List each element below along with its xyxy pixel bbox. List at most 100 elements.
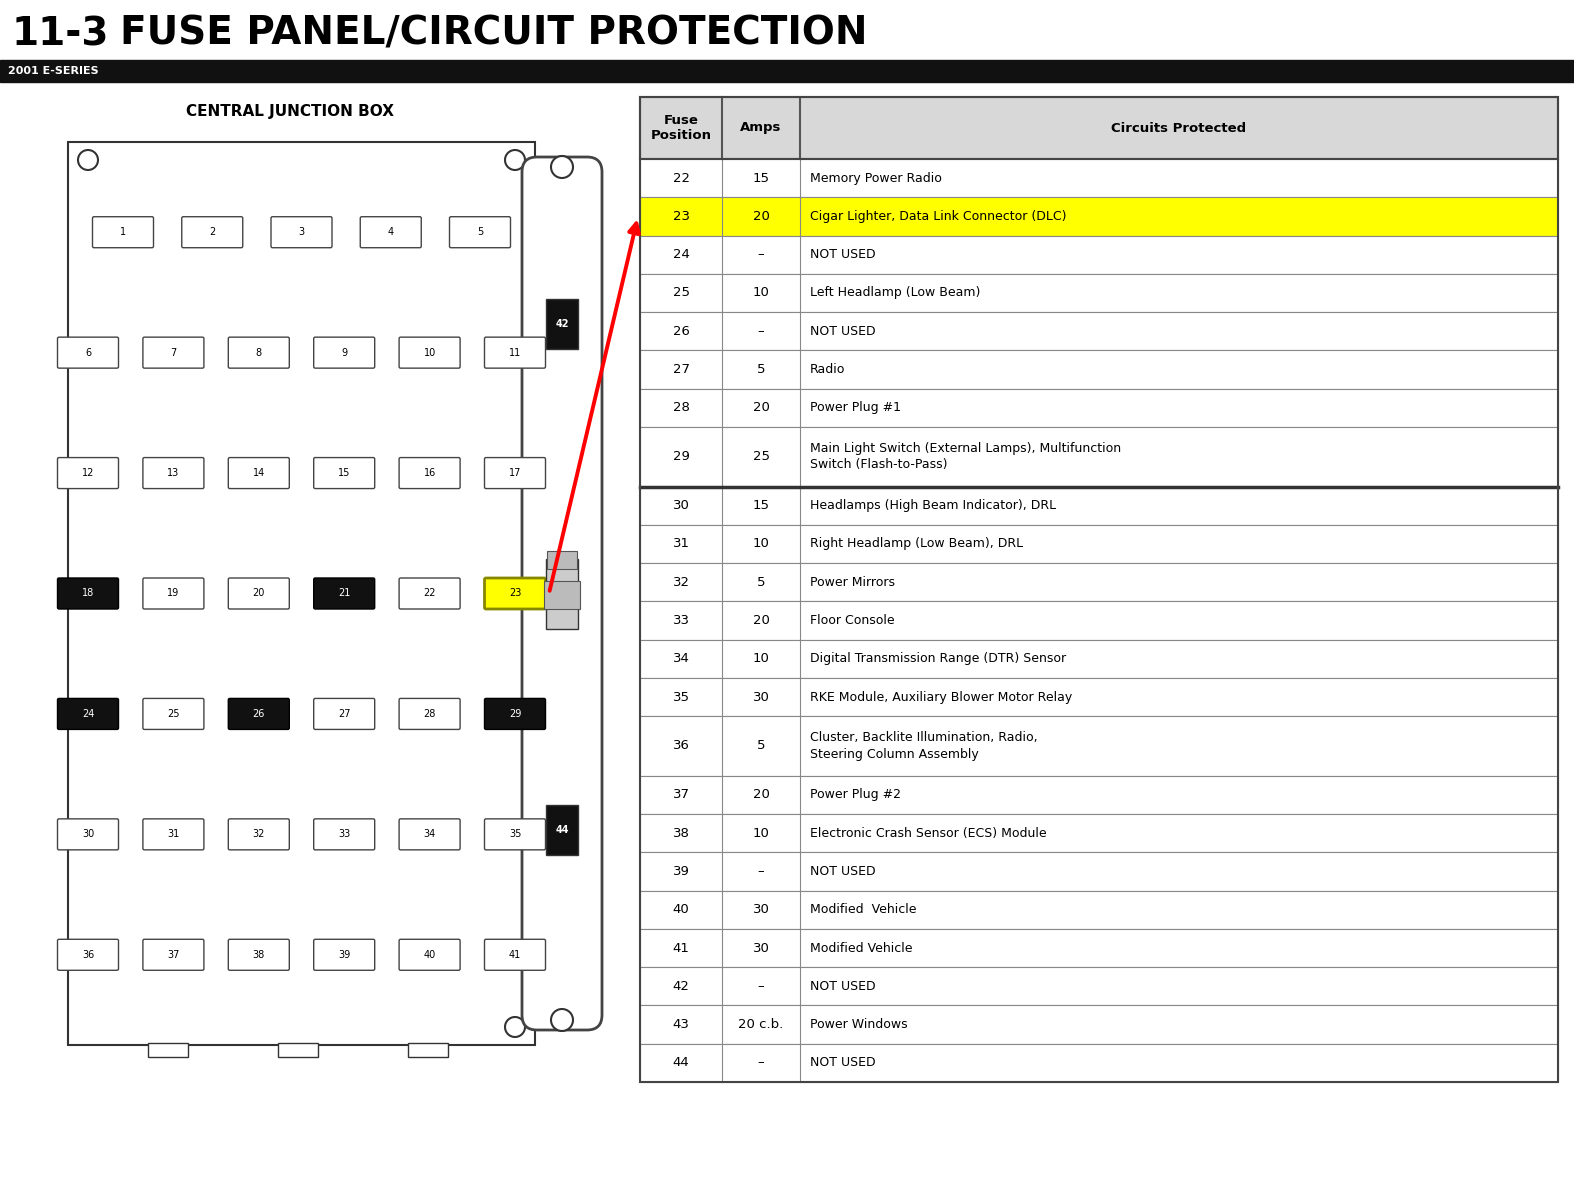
- Text: Main Light Switch (External Lamps), Multifunction
Switch (Flash-to-Pass): Main Light Switch (External Lamps), Mult…: [811, 442, 1121, 472]
- FancyBboxPatch shape: [228, 337, 290, 368]
- FancyBboxPatch shape: [485, 578, 546, 608]
- Text: 10: 10: [752, 538, 770, 551]
- Text: 10: 10: [752, 827, 770, 840]
- FancyBboxPatch shape: [313, 337, 375, 368]
- Circle shape: [551, 156, 573, 178]
- Text: Cigar Lighter, Data Link Connector (DLC): Cigar Lighter, Data Link Connector (DLC): [811, 210, 1067, 223]
- Bar: [546, 299, 578, 349]
- Bar: [641, 97, 1558, 1082]
- FancyBboxPatch shape: [400, 457, 460, 488]
- FancyBboxPatch shape: [228, 578, 290, 608]
- Text: 27: 27: [338, 709, 351, 719]
- Bar: [641, 274, 1558, 312]
- Circle shape: [79, 150, 98, 170]
- FancyBboxPatch shape: [58, 457, 118, 488]
- Text: 39: 39: [672, 865, 689, 878]
- Text: 28: 28: [423, 709, 436, 719]
- FancyBboxPatch shape: [360, 217, 422, 247]
- FancyBboxPatch shape: [523, 157, 601, 1030]
- Bar: [546, 804, 578, 854]
- Bar: [641, 197, 1558, 235]
- Bar: [68, 142, 535, 1045]
- FancyBboxPatch shape: [271, 217, 332, 247]
- Text: 30: 30: [82, 829, 94, 839]
- FancyBboxPatch shape: [93, 217, 154, 247]
- FancyBboxPatch shape: [400, 698, 460, 730]
- Text: 31: 31: [167, 829, 179, 839]
- Text: 20 c.b.: 20 c.b.: [738, 1018, 784, 1031]
- Text: 7: 7: [170, 348, 176, 358]
- FancyBboxPatch shape: [400, 940, 460, 971]
- FancyBboxPatch shape: [485, 337, 546, 368]
- Bar: [545, 581, 579, 608]
- Text: 24: 24: [672, 248, 689, 262]
- Circle shape: [505, 1018, 526, 1037]
- Text: 29: 29: [672, 450, 689, 463]
- Text: Modified Vehicle: Modified Vehicle: [811, 942, 913, 954]
- Text: Power Plug #2: Power Plug #2: [811, 788, 900, 802]
- FancyBboxPatch shape: [313, 818, 375, 850]
- Text: NOT USED: NOT USED: [811, 248, 875, 262]
- Text: 43: 43: [672, 1018, 689, 1031]
- Text: –: –: [757, 325, 765, 337]
- Text: 27: 27: [672, 364, 689, 376]
- Text: 19: 19: [167, 588, 179, 599]
- FancyBboxPatch shape: [400, 337, 460, 368]
- Text: 30: 30: [752, 942, 770, 954]
- Text: 42: 42: [672, 979, 689, 992]
- FancyBboxPatch shape: [143, 457, 205, 488]
- Text: 15: 15: [752, 499, 770, 512]
- Bar: [548, 551, 578, 569]
- Text: 24: 24: [82, 709, 94, 719]
- Bar: [641, 640, 1558, 678]
- Bar: [641, 486, 1558, 524]
- FancyBboxPatch shape: [485, 940, 546, 971]
- Text: 25: 25: [752, 450, 770, 463]
- Text: 29: 29: [508, 709, 521, 719]
- Text: Modified  Vehicle: Modified Vehicle: [811, 904, 916, 917]
- Text: 2: 2: [209, 227, 216, 238]
- Text: Power Mirrors: Power Mirrors: [811, 576, 896, 589]
- Text: Memory Power Radio: Memory Power Radio: [811, 172, 941, 185]
- Bar: [279, 1043, 318, 1057]
- Text: 25: 25: [672, 287, 689, 300]
- Bar: [641, 852, 1558, 890]
- Text: 11-3: 11-3: [13, 14, 110, 53]
- Text: 26: 26: [672, 325, 689, 337]
- Text: Cluster, Backlite Illumination, Radio,
Steering Column Assembly: Cluster, Backlite Illumination, Radio, S…: [811, 731, 1037, 761]
- Text: –: –: [757, 979, 765, 992]
- Text: 23: 23: [672, 210, 689, 223]
- FancyBboxPatch shape: [228, 457, 290, 488]
- Text: 14: 14: [253, 468, 264, 478]
- FancyBboxPatch shape: [485, 457, 546, 488]
- Text: Headlamps (High Beam Indicator), DRL: Headlamps (High Beam Indicator), DRL: [811, 499, 1056, 512]
- Text: 16: 16: [423, 468, 436, 478]
- FancyBboxPatch shape: [58, 337, 118, 368]
- Text: 20: 20: [752, 210, 770, 223]
- Text: 10: 10: [423, 348, 436, 358]
- Text: Electronic Crash Sensor (ECS) Module: Electronic Crash Sensor (ECS) Module: [811, 827, 1047, 840]
- Bar: [546, 558, 578, 629]
- Bar: [641, 814, 1558, 852]
- FancyBboxPatch shape: [313, 698, 375, 730]
- FancyBboxPatch shape: [313, 940, 375, 971]
- FancyBboxPatch shape: [400, 818, 460, 850]
- Text: 12: 12: [82, 468, 94, 478]
- FancyBboxPatch shape: [228, 940, 290, 971]
- Text: RKE Module, Auxiliary Blower Motor Relay: RKE Module, Auxiliary Blower Motor Relay: [811, 690, 1072, 703]
- Text: NOT USED: NOT USED: [811, 979, 875, 992]
- Text: 34: 34: [423, 829, 436, 839]
- Text: 31: 31: [672, 538, 689, 551]
- FancyBboxPatch shape: [58, 818, 118, 850]
- Text: 38: 38: [672, 827, 689, 840]
- Text: 63: 63: [556, 588, 568, 599]
- Text: Power Plug #1: Power Plug #1: [811, 401, 900, 414]
- Text: Amps: Amps: [740, 121, 782, 134]
- Text: Fuse
Position: Fuse Position: [650, 114, 711, 142]
- FancyBboxPatch shape: [143, 337, 205, 368]
- Text: 30: 30: [752, 690, 770, 703]
- Text: 36: 36: [82, 949, 94, 960]
- Bar: [641, 427, 1558, 486]
- Bar: [641, 389, 1558, 427]
- Text: 38: 38: [253, 949, 264, 960]
